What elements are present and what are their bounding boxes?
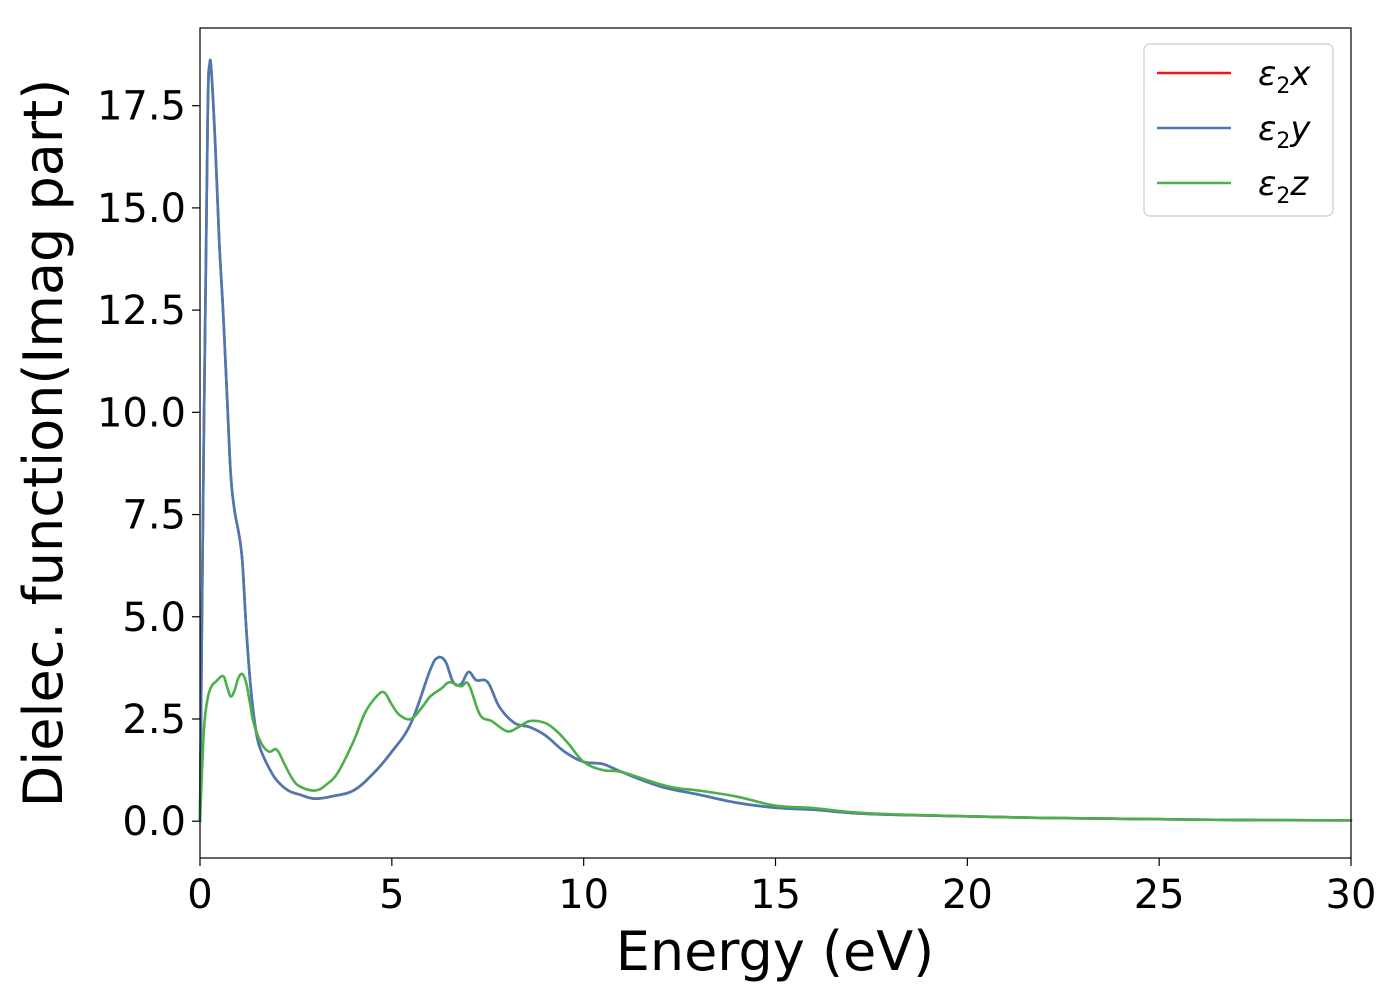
y-tick-label: 2.5: [122, 697, 186, 743]
y-axis-ticks: 0.0 2.5 5.0 7.5 10.0 12.5 15.0 17.5: [97, 84, 200, 845]
legend-label-subscript: 2: [1276, 184, 1290, 209]
series-layer: [198, 58, 1353, 823]
y-tick-label: 7.5: [122, 493, 186, 539]
legend-label-var: x: [1289, 54, 1311, 94]
x-axis-label: Energy (eV): [616, 920, 935, 983]
y-tick-label: 0.0: [122, 799, 186, 845]
x-tick-label: 5: [379, 872, 404, 918]
x-tick-label: 20: [942, 872, 993, 918]
y-tick-label: 10.0: [97, 390, 186, 436]
legend-label-z: ε2z: [1258, 164, 1309, 209]
series-line-y: [198, 58, 1353, 823]
x-tick-label: 25: [1134, 872, 1185, 918]
legend-label-var: z: [1289, 164, 1309, 204]
legend-label-base: ε: [1258, 54, 1276, 94]
series-line-z: [198, 672, 1353, 823]
legend-label-x: ε2x: [1258, 54, 1311, 99]
y-tick-label: 5.0: [122, 595, 186, 641]
y-tick-label: 17.5: [97, 84, 186, 130]
x-tick-label: 10: [558, 872, 609, 918]
legend-label-base: ε: [1258, 109, 1276, 149]
legend-label-subscript: 2: [1276, 129, 1290, 154]
x-axis-ticks: 0 5 10 15 20 25 30: [187, 858, 1376, 918]
y-axis-label: Dielec. function(Imag part): [12, 79, 75, 808]
legend-label-base: ε: [1258, 164, 1276, 204]
legend-label-subscript: 2: [1276, 74, 1290, 99]
x-tick-label: 30: [1326, 872, 1377, 918]
legend-label-y: ε2y: [1258, 109, 1311, 154]
legend-box: [1143, 43, 1334, 217]
legend-label-var: y: [1289, 109, 1311, 149]
x-tick-label: 15: [750, 872, 801, 918]
y-tick-label: 15.0: [97, 186, 186, 232]
x-tick-label: 0: [187, 872, 212, 918]
y-tick-label: 12.5: [97, 288, 186, 334]
